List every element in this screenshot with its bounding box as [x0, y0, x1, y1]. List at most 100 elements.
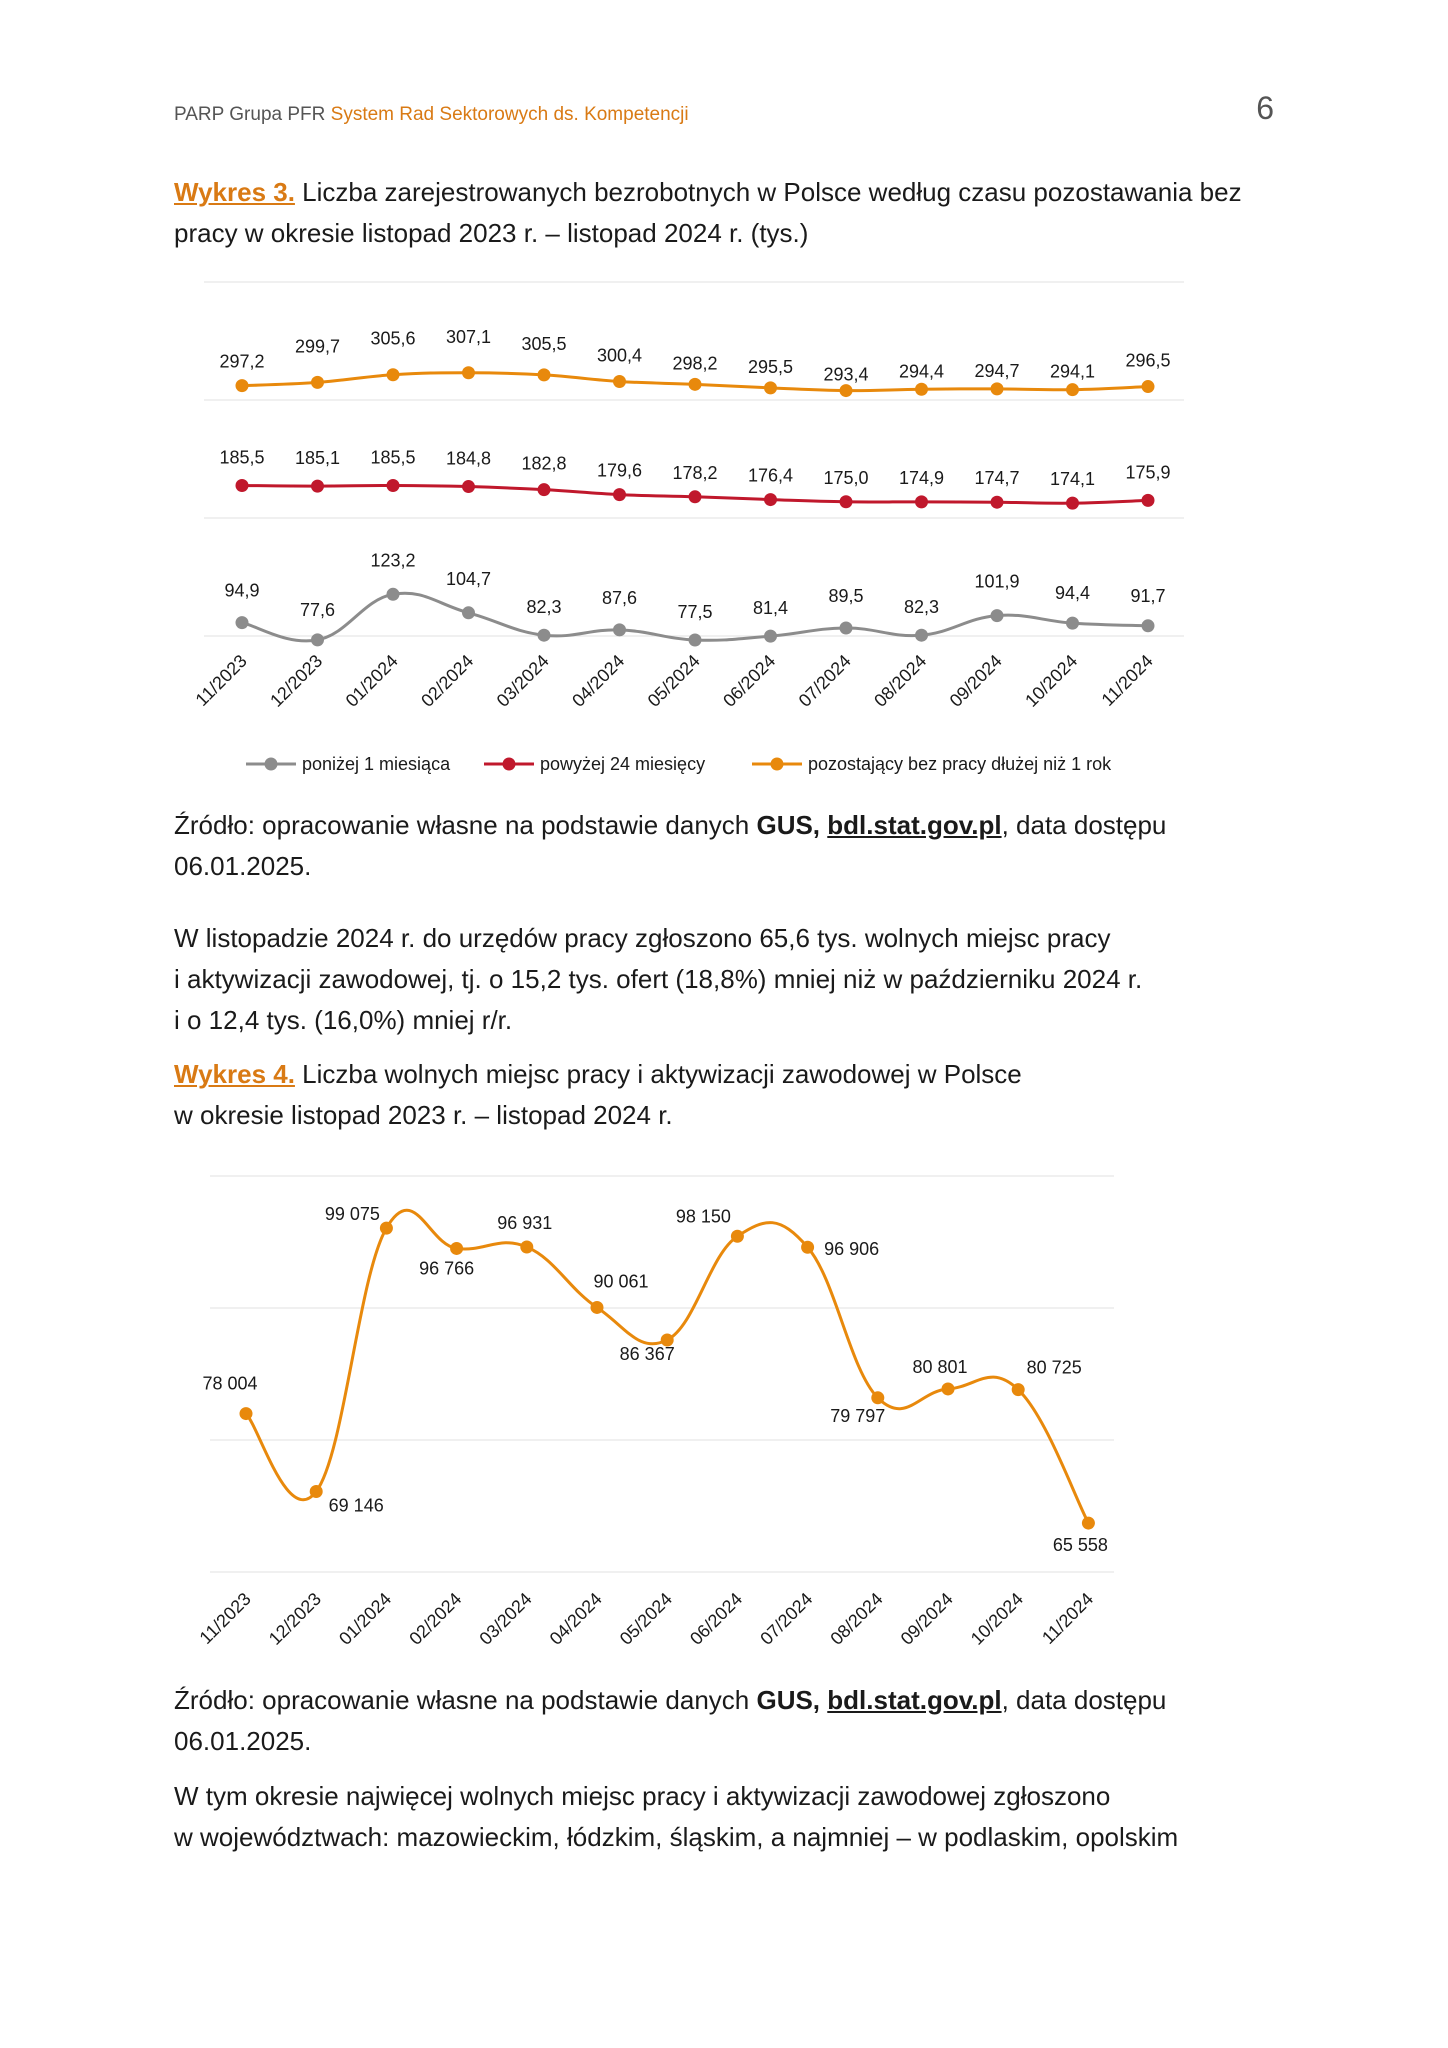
x-tick-label: 09/2024 [946, 651, 1006, 711]
source-1-gus: GUS, [756, 810, 821, 840]
header-org: PARP Grupa PFR [174, 104, 326, 125]
data-point [311, 375, 324, 389]
paragraph-1-line2: i aktywizacji zawodowej, tj. o 15,2 tys.… [174, 964, 1143, 994]
figure-4-caption-line2: w okresie listopad 2023 r. – listopad 20… [174, 1100, 673, 1130]
data-point [871, 1391, 885, 1405]
data-label: 185,5 [219, 447, 264, 467]
data-point [990, 609, 1004, 623]
data-point [590, 1300, 604, 1314]
figure-3-caption: Wykres 3. Liczba zarejestrowanych bezrob… [174, 172, 1284, 254]
x-tick-label: 07/2024 [756, 1589, 816, 1649]
source-note-2: Źródło: opracowanie własne na podstawie … [174, 1680, 1284, 1762]
x-tick-label: 05/2024 [644, 651, 704, 711]
x-tick-label: 08/2024 [826, 1589, 886, 1649]
data-point [462, 366, 475, 380]
x-tick-label: 10/2024 [967, 1589, 1027, 1649]
data-label: 91,7 [1130, 586, 1165, 606]
legend-label: poniżej 1 miesiąca [302, 754, 451, 774]
data-label: 101,9 [974, 572, 1019, 592]
data-label: 82,3 [526, 597, 561, 617]
data-point [613, 623, 626, 637]
data-point [1141, 493, 1155, 507]
data-point [915, 628, 928, 642]
legend-label: powyżej 24 miesięcy [540, 754, 705, 774]
data-label: 89,5 [828, 586, 863, 606]
data-label: 90 061 [593, 1271, 648, 1291]
header-system: System Rad Sektorowych ds. Kompetencji [330, 104, 689, 125]
data-point [839, 621, 853, 635]
data-point [311, 479, 324, 493]
data-point [386, 587, 400, 601]
data-label: 185,1 [295, 448, 340, 468]
source-2-prefix: Źródło: opracowanie własne na podstawie … [174, 1685, 757, 1715]
figure-3-caption-line2: pracy w okresie listopad 2023 r. – listo… [174, 218, 809, 248]
data-point [915, 495, 928, 509]
data-label: 77,5 [677, 602, 712, 622]
data-point [1066, 616, 1079, 630]
source-1-prefix: Źródło: opracowanie własne na podstawie … [174, 810, 757, 840]
data-point [688, 633, 702, 647]
data-label: 94,9 [224, 581, 259, 601]
figure-4-caption-line1: Liczba wolnych miejsc pracy i aktywizacj… [302, 1059, 1022, 1089]
data-label: 182,8 [521, 454, 566, 474]
data-label: 65 558 [1053, 1535, 1108, 1555]
data-point [1081, 1516, 1095, 1530]
data-label: 184,8 [446, 449, 491, 469]
data-label: 305,6 [370, 329, 415, 349]
data-label: 295,5 [748, 357, 793, 377]
data-point [764, 381, 777, 395]
data-label: 123,2 [370, 550, 415, 570]
paragraph-2-line2: w województwach: mazowieckim, łódzkim, ś… [174, 1822, 1179, 1852]
data-label: 96 931 [497, 1213, 552, 1233]
data-label: 297,2 [219, 352, 264, 372]
data-point [462, 480, 475, 494]
page-header: PARP Grupa PFR System Rad Sektorowych ds… [174, 90, 1274, 140]
data-label: 175,0 [823, 468, 868, 488]
x-tick-label: 06/2024 [719, 651, 779, 711]
paragraph-vacancies: W listopadzie 2024 r. do urzędów pracy z… [174, 918, 1284, 1041]
data-point [235, 379, 249, 393]
data-label: 80 801 [912, 1357, 967, 1377]
data-point [660, 1333, 674, 1347]
data-label: 176,4 [748, 466, 793, 486]
paragraph-1-line3: i o 12,4 tys. (16,0%) mniej r/r. [174, 1005, 513, 1035]
x-tick-label: 09/2024 [897, 1589, 957, 1649]
data-label: 81,4 [753, 598, 788, 618]
source-1-link[interactable]: bdl.stat.gov.pl [827, 810, 1002, 840]
data-label: 298,2 [672, 353, 717, 373]
data-label: 104,7 [446, 569, 491, 589]
data-point [688, 377, 702, 391]
data-label: 96 766 [419, 1258, 474, 1278]
data-label: 296,5 [1125, 351, 1170, 371]
legend-marker [770, 757, 784, 771]
x-tick-label: 10/2024 [1021, 651, 1081, 711]
x-tick-label: 03/2024 [493, 651, 553, 711]
figure-3-label[interactable]: Wykres 3. [174, 177, 295, 207]
data-label: 299,7 [295, 336, 340, 356]
data-point [235, 616, 249, 630]
data-label: 77,6 [300, 600, 335, 620]
source-2-link[interactable]: bdl.stat.gov.pl [827, 1685, 1002, 1715]
x-tick-label: 03/2024 [475, 1589, 535, 1649]
figure-3-caption-line1: Liczba zarejestrowanych bezrobotnych w P… [302, 177, 1242, 207]
data-point [311, 633, 324, 647]
source-1-date: 06.01.2025. [174, 851, 312, 881]
data-label: 175,9 [1125, 462, 1170, 482]
data-label: 79 797 [830, 1406, 885, 1426]
data-label: 294,4 [899, 361, 944, 381]
chart-unemployed-by-duration: 297,2 299,7 305,6 307,1 305,5 300,4 298,2 295,5… [192, 281, 1184, 774]
data-label: 178,2 [672, 463, 717, 483]
figure-4-caption: Wykres 4. Liczba wolnych miejsc pracy i … [174, 1054, 1284, 1136]
data-point [450, 1241, 464, 1255]
data-point [801, 1240, 815, 1254]
data-point [915, 382, 928, 396]
figure-4-label[interactable]: Wykres 4. [174, 1059, 295, 1089]
data-label: 293,4 [823, 365, 868, 385]
legend-marker [264, 757, 278, 771]
x-tick-label: 12/2023 [266, 651, 326, 711]
data-label: 94,4 [1055, 583, 1090, 603]
data-point [462, 606, 475, 620]
data-label: 307,1 [446, 327, 491, 347]
data-point [1141, 380, 1155, 394]
data-point [537, 628, 551, 642]
